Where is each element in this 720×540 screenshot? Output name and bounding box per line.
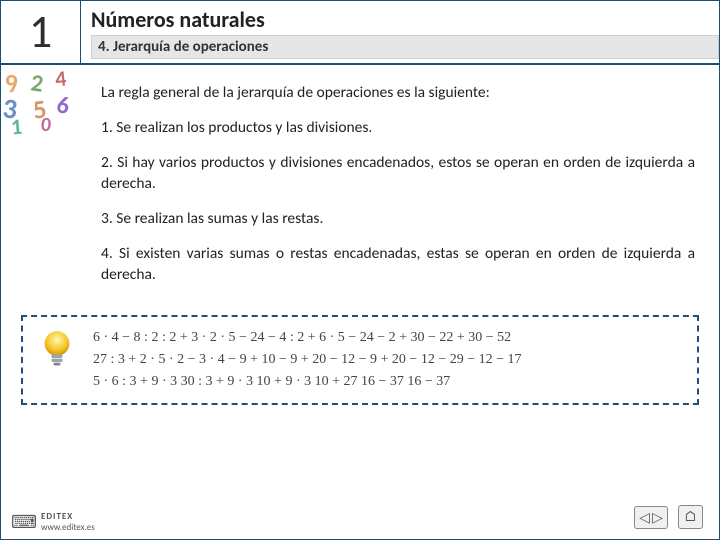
example-box: 6 · 4 − 8 : 2 : 2 + 3 · 2 · 5 − 24 − 4 :…: [21, 315, 699, 404]
example-line-1: 6 · 4 − 8 : 2 : 2 + 3 · 2 · 5 − 24 − 4 :…: [93, 327, 685, 349]
nav-prev-next[interactable]: ◁ ▷: [634, 506, 668, 529]
footer-url: www.editex.es: [41, 522, 95, 533]
footer-brand-name: EDITEX: [41, 511, 95, 522]
unit-number: 1: [1, 1, 81, 63]
rule-2: 2. Si hay varios productos y divisiones …: [101, 153, 695, 195]
subtitle-bar: 4. Jerarquía de operaciones: [91, 35, 719, 59]
editex-logo-icon: ⌨: [11, 513, 37, 531]
header: 1 Números naturales 4. Jerarquía de oper…: [1, 1, 719, 63]
deco-number: 4: [54, 65, 68, 93]
slide-page: 1 Números naturales 4. Jerarquía de oper…: [0, 0, 720, 540]
page-subtitle: 4. Jerarquía de operaciones: [98, 38, 712, 56]
example-math: 6 · 4 − 8 : 2 : 2 + 3 · 2 · 5 − 24 − 4 :…: [93, 327, 685, 392]
rule-4: 4. Si existen varias sumas o restas enca…: [101, 244, 695, 286]
nav-controls: ◁ ▷ ⌂: [634, 505, 703, 529]
rule-3: 3. Se realizan las sumas y las restas.: [101, 209, 695, 230]
footer-brand: ⌨ EDITEX www.editex.es: [11, 511, 95, 533]
chevron-left-icon: ◁: [639, 509, 650, 526]
lightbulb-icon: [35, 327, 79, 371]
deco-number: 6: [55, 90, 72, 121]
rule-1: 1. Se realizan los productos y las divis…: [101, 118, 695, 139]
deco-number: 1: [10, 113, 23, 135]
example-line-3: 5 · 6 : 3 + 9 · 3 30 : 3 + 9 · 3 10 + 9 …: [93, 371, 685, 393]
deco-number: 0: [40, 113, 53, 135]
home-icon: ⌂: [684, 508, 697, 526]
home-button[interactable]: ⌂: [678, 505, 703, 529]
chevron-right-icon: ▷: [652, 509, 663, 526]
page-title: Números naturales: [91, 6, 719, 33]
numbers-decoration: 92435610: [1, 65, 81, 135]
content-body: La regla general de la jerarquía de oper…: [1, 65, 719, 307]
example-line-2: 27 : 3 + 2 · 5 · 2 − 3 · 4 − 9 + 10 − 9 …: [93, 349, 685, 371]
intro-text: La regla general de la jerarquía de oper…: [101, 83, 695, 104]
title-box: Números naturales 4. Jerarquía de operac…: [81, 1, 719, 63]
